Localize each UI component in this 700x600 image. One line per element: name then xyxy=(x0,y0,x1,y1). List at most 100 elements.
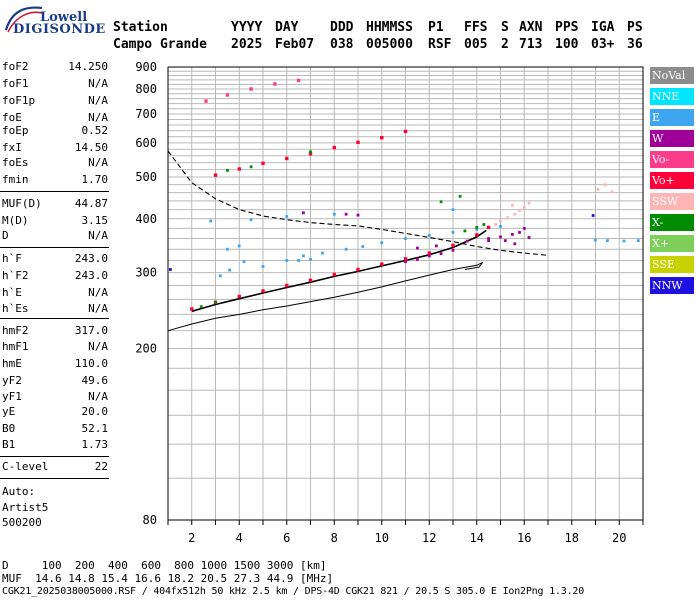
param-value: N/A xyxy=(88,390,108,403)
param-name: yF1 xyxy=(2,390,22,403)
echo-point-nnw xyxy=(591,214,595,217)
header-label-day: DAY xyxy=(275,20,299,35)
header-value-iga: 03+ xyxy=(591,37,615,52)
param-row: hmE 110.0 xyxy=(2,355,108,372)
echo-point-vo- xyxy=(486,225,491,230)
param-value: N/A xyxy=(88,94,108,107)
param-row: fmin 1.70 xyxy=(2,171,108,188)
echo-point-w xyxy=(344,212,348,216)
header-value-day: Feb07 xyxy=(275,37,315,52)
echo-point-vo- xyxy=(451,243,455,248)
echo-point-e xyxy=(285,259,289,262)
echo-point-vo- xyxy=(403,257,408,261)
echo-point-vo- xyxy=(308,152,313,156)
autoscaling-code: 500200 xyxy=(2,516,42,529)
param-name: foEp xyxy=(2,124,29,137)
param-row: MUF(D) 44.87 xyxy=(2,195,108,212)
echo-point-e xyxy=(209,219,213,223)
header-value-pps: 100 xyxy=(555,37,579,52)
param-name: M(D) xyxy=(2,214,29,227)
echo-point-ssw xyxy=(513,212,517,216)
chart-grid xyxy=(167,67,644,520)
echo-point-w xyxy=(416,246,419,250)
y-tick-label: 500 xyxy=(135,170,157,184)
echo-point-w xyxy=(487,237,490,240)
echo-point-vo- xyxy=(308,278,313,282)
echo-point-vo- xyxy=(475,233,479,237)
legend-item-vo-: Vo- xyxy=(650,151,694,168)
param-name: foF2 xyxy=(2,60,29,73)
param-name: fmin xyxy=(2,173,29,186)
digisonde-logo-swoosh-icon xyxy=(4,6,43,33)
echo-point-e xyxy=(309,258,312,261)
echo-point-w xyxy=(499,235,502,239)
header-value-s: 2 xyxy=(501,37,509,52)
param-value: 14.50 xyxy=(74,141,108,154)
echo-point-vo- xyxy=(225,93,230,97)
x-tick-label: 2 xyxy=(188,531,195,545)
echo-point-vo- xyxy=(332,145,336,150)
legend-item-x-: X+ xyxy=(650,235,694,252)
param-name: fxI xyxy=(2,141,22,154)
echo-point-ssw xyxy=(511,203,514,207)
param-row: fxI 14.50 xyxy=(2,139,108,156)
echo-point-vo- xyxy=(380,136,384,140)
echo-point-x- xyxy=(309,150,312,154)
echo-point-e xyxy=(249,218,253,222)
param-value: N/A xyxy=(88,302,108,315)
echo-point-x- xyxy=(214,300,217,304)
echo-point-e xyxy=(606,239,609,242)
param-name: hmE xyxy=(2,357,22,370)
param-value: 110.0 xyxy=(74,357,108,370)
profile-lines xyxy=(167,150,549,332)
x-tick-label: 16 xyxy=(517,531,531,545)
echo-point-ssw xyxy=(522,206,526,209)
header-label-s: S xyxy=(501,20,509,35)
footer-file-info: CGK21_2025038005000.RSF / 404fx512h 50 k… xyxy=(2,586,585,597)
echo-point-vo- xyxy=(296,78,301,83)
legend-item-x-: X- xyxy=(650,214,694,231)
param-value: 14.250 xyxy=(68,60,108,73)
x-tick-label: 12 xyxy=(422,531,436,545)
y-tick-label: 300 xyxy=(135,266,157,280)
param-row: C-level 22 xyxy=(2,458,108,475)
param-value: 1.70 xyxy=(81,173,109,186)
param-name: h`F xyxy=(2,252,22,265)
param-name: h`E xyxy=(2,286,22,299)
echo-point-vo- xyxy=(261,289,265,293)
param-value: N/A xyxy=(88,340,108,353)
x-tick-label: 20 xyxy=(612,531,626,545)
echo-point-vo- xyxy=(403,129,408,134)
header-value-year: 2025 xyxy=(231,37,263,52)
echo-point-w xyxy=(435,244,438,248)
param-row: hmF2 317.0 xyxy=(2,322,108,339)
echo-point-e xyxy=(285,215,289,218)
echo-point-e xyxy=(622,239,626,243)
echo-point-x- xyxy=(458,194,462,198)
echo-point-e xyxy=(475,228,479,231)
echo-point-w xyxy=(427,254,431,258)
echo-point-vo- xyxy=(380,262,384,266)
echo-point-vo- xyxy=(261,161,265,165)
echo-point-e xyxy=(321,251,324,255)
param-row: foF1p N/A xyxy=(2,92,108,109)
echo-point-e xyxy=(237,244,241,248)
param-value: 22 xyxy=(94,460,108,473)
param-value: 243.0 xyxy=(74,252,108,265)
echo-point-vo- xyxy=(273,82,277,86)
header-value-doy: 038 xyxy=(330,37,354,52)
header-label-pps: PPS xyxy=(555,20,579,35)
param-name: hmF2 xyxy=(2,324,29,337)
autoscaling-version: Artist5 xyxy=(2,501,49,514)
echo-point-x- xyxy=(482,223,486,226)
y-tick-label: 900 xyxy=(135,60,157,74)
param-row: B0 52.1 xyxy=(2,420,108,437)
header-label-doy: DDD xyxy=(330,20,354,35)
param-row: yF2 49.6 xyxy=(2,372,108,389)
param-row: yE 20.0 xyxy=(2,403,108,420)
param-name: B0 xyxy=(2,422,16,435)
header-label-ffs: FFS xyxy=(464,20,488,35)
echo-point-w xyxy=(518,231,521,234)
echo-point-e xyxy=(636,239,640,242)
echo-point-w xyxy=(513,242,517,246)
